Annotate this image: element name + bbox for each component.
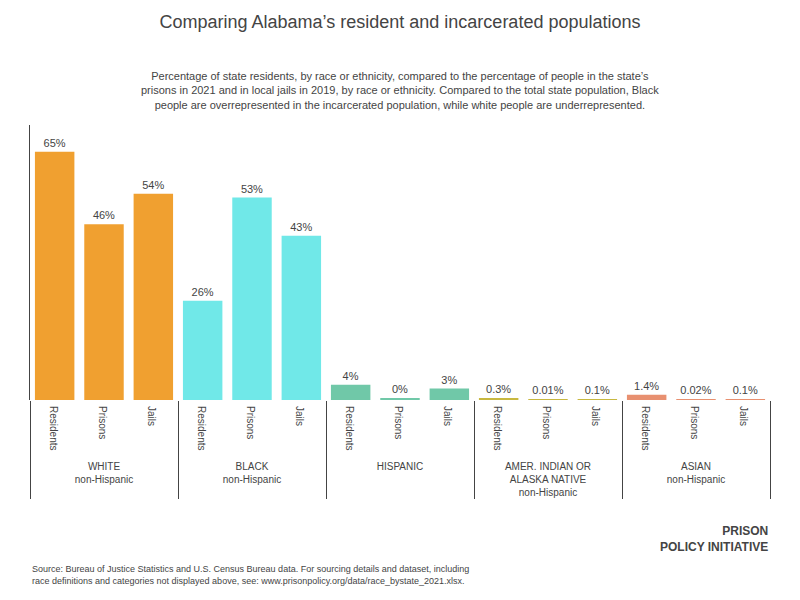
svg-text:Jails: Jails (738, 406, 749, 426)
svg-text:46%: 46% (93, 209, 115, 221)
svg-text:WHITEnon-Hispanic: WHITEnon-Hispanic (75, 461, 133, 485)
svg-text:PRISONPOLICY INITIATIVE: PRISONPOLICY INITIATIVE (660, 524, 768, 554)
svg-text:Percentage of state residents,: Percentage of state residents, by race o… (141, 70, 659, 111)
svg-text:Prisons: Prisons (97, 406, 108, 439)
svg-text:3%: 3% (441, 374, 457, 386)
svg-text:HISPANIC: HISPANIC (377, 461, 424, 472)
svg-text:4%: 4% (343, 370, 359, 382)
svg-text:54%: 54% (142, 179, 164, 191)
svg-text:0.1%: 0.1% (733, 384, 758, 396)
svg-text:Jails: Jails (146, 406, 157, 426)
svg-text:Source: Bureau of Justice Stat: Source: Bureau of Justice Statistics and… (32, 564, 469, 586)
svg-text:Residents: Residents (492, 406, 503, 450)
svg-text:0%: 0% (392, 383, 408, 395)
svg-text:AMER. INDIAN ORALASKA NATIVEno: AMER. INDIAN ORALASKA NATIVEnon-Hispanic (505, 461, 591, 498)
svg-text:Prisons: Prisons (393, 406, 404, 439)
svg-text:BLACKnon-Hispanic: BLACKnon-Hispanic (223, 461, 281, 485)
svg-text:Residents: Residents (640, 406, 651, 450)
svg-text:Comparing Alabama’s resident a: Comparing Alabama’s resident and incarce… (160, 12, 641, 32)
svg-text:0.02%: 0.02% (680, 384, 711, 396)
svg-text:Jails: Jails (294, 406, 305, 426)
svg-text:Prisons: Prisons (689, 406, 700, 439)
svg-text:65%: 65% (44, 137, 66, 149)
svg-text:Jails: Jails (442, 406, 453, 426)
svg-text:Residents: Residents (48, 406, 59, 450)
svg-text:Jails: Jails (590, 406, 601, 426)
svg-text:Residents: Residents (196, 406, 207, 450)
svg-text:43%: 43% (290, 221, 312, 233)
svg-text:ASIANnon-Hispanic: ASIANnon-Hispanic (667, 461, 725, 485)
svg-text:0.01%: 0.01% (532, 384, 563, 396)
svg-text:Prisons: Prisons (245, 406, 256, 439)
svg-text:Residents: Residents (344, 406, 355, 450)
svg-text:Prisons: Prisons (541, 406, 552, 439)
svg-text:0.3%: 0.3% (486, 383, 511, 395)
svg-text:26%: 26% (192, 286, 214, 298)
svg-text:53%: 53% (241, 183, 263, 195)
svg-text:0.1%: 0.1% (585, 384, 610, 396)
svg-text:1.4%: 1.4% (634, 380, 659, 392)
